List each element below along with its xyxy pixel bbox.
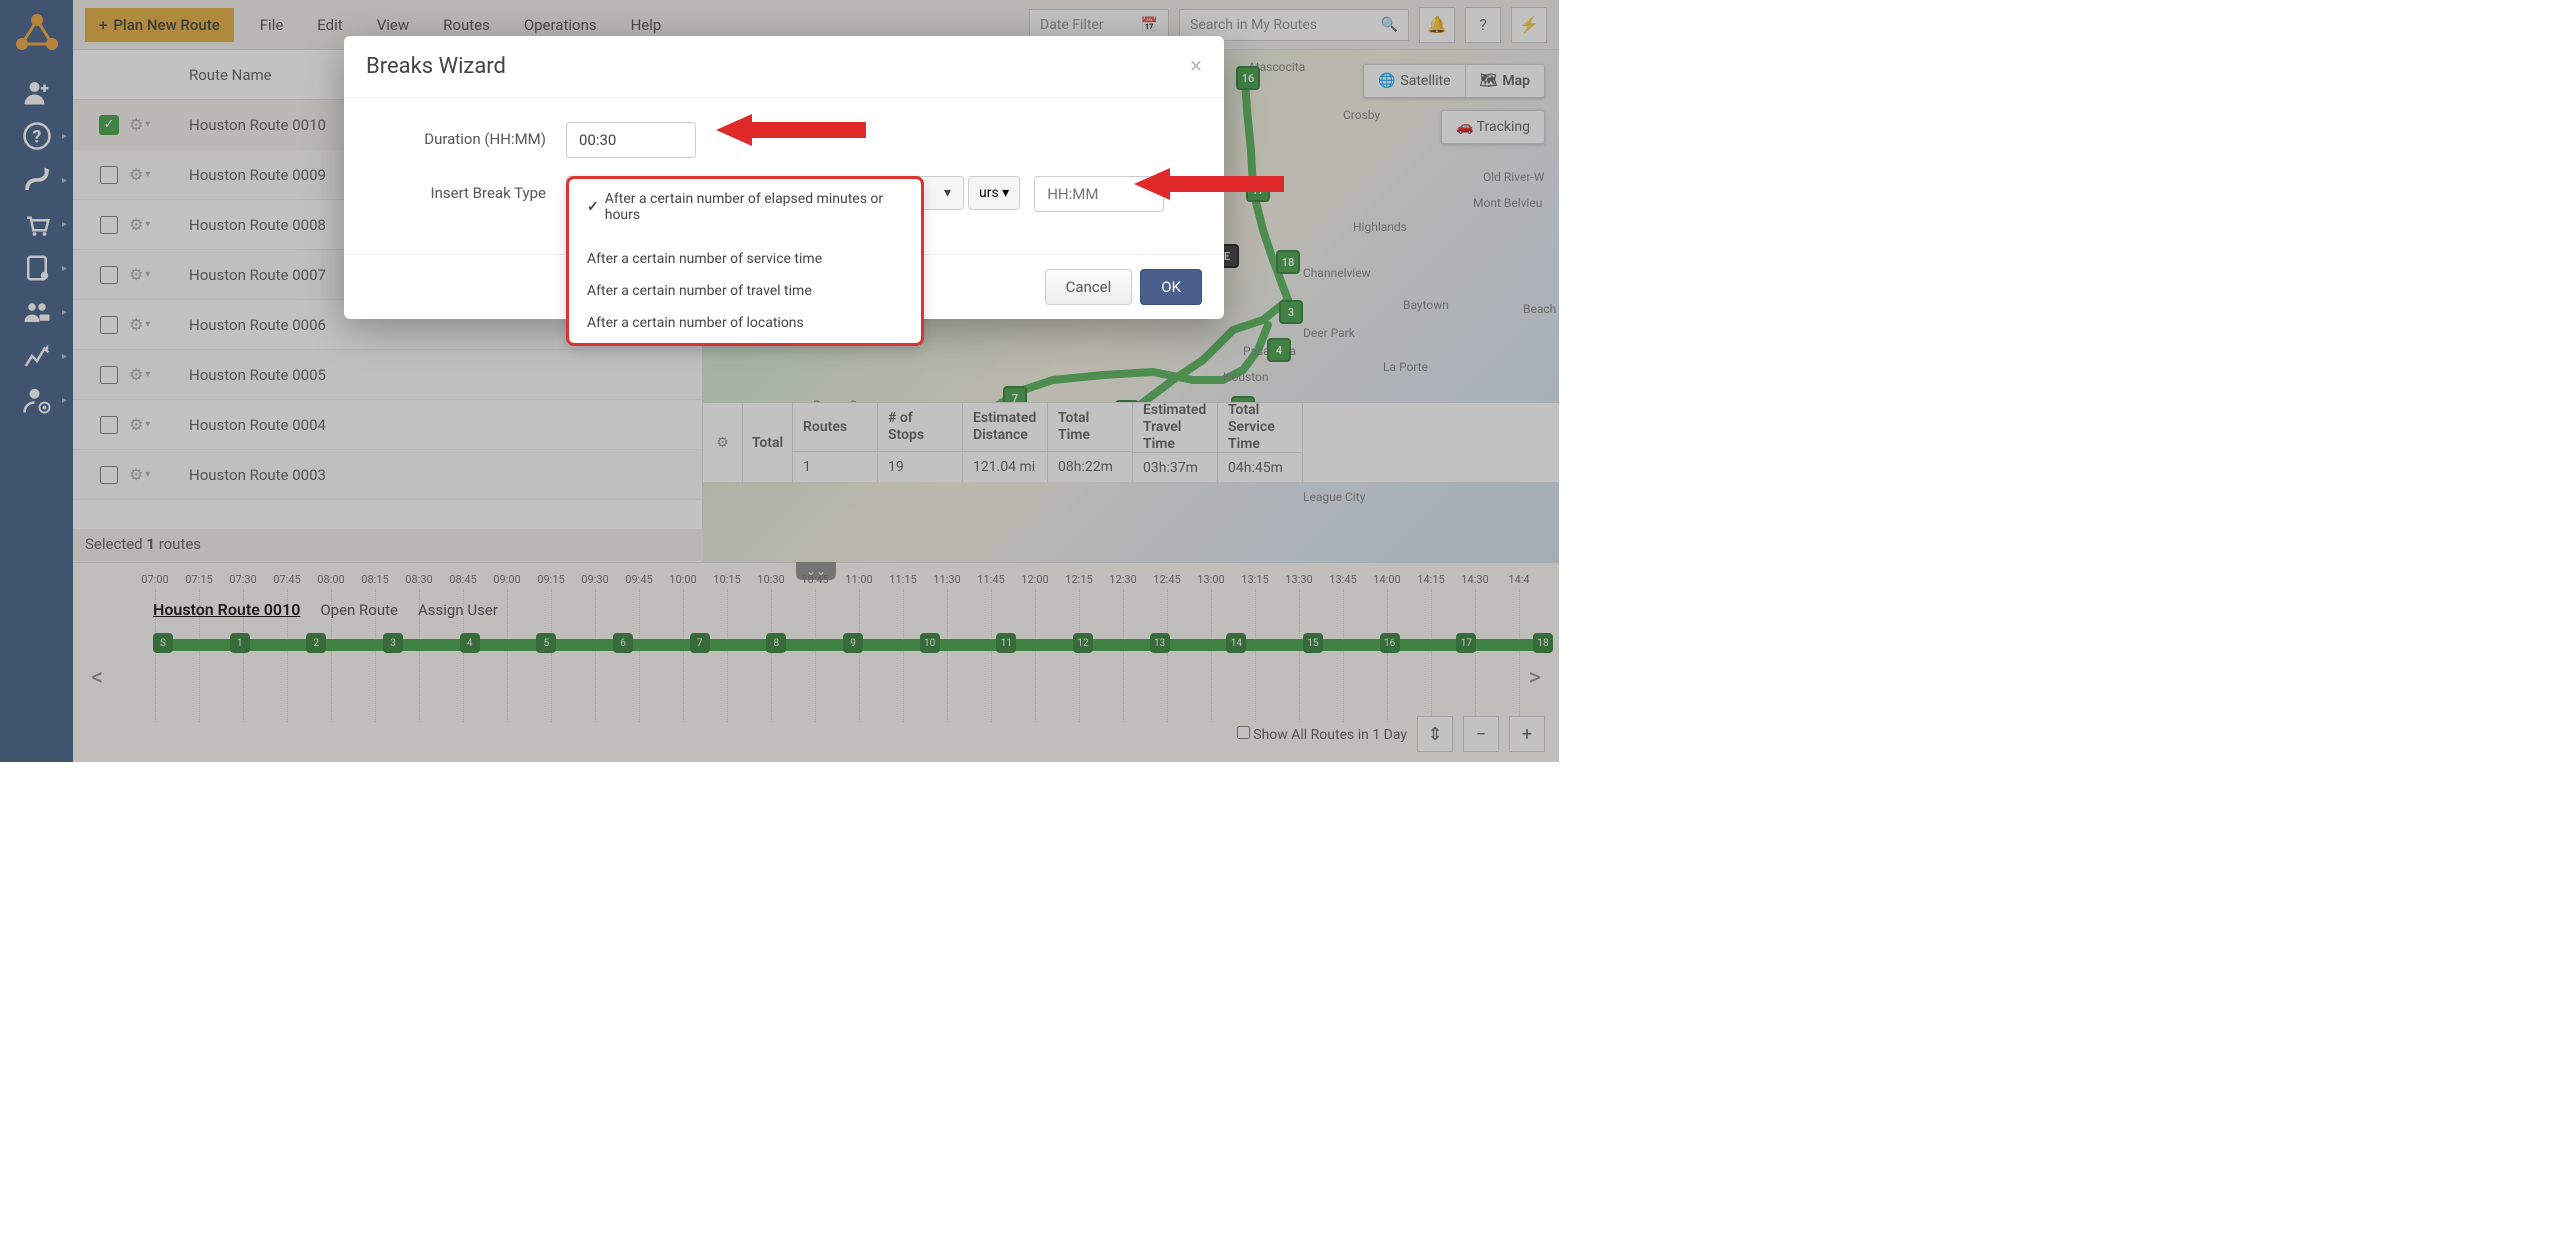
cancel-button[interactable]: Cancel: [1045, 269, 1133, 305]
modal-close-button[interactable]: ×: [1190, 54, 1202, 79]
duration-label: Duration (HH:MM): [366, 122, 566, 148]
break-type-label: Insert Break Type: [366, 176, 566, 202]
duration-input[interactable]: [566, 122, 696, 158]
dropdown-option[interactable]: After a certain number of elapsed minute…: [569, 183, 921, 231]
dropdown-option[interactable]: After a certain number of service time: [569, 243, 921, 275]
dropdown-option[interactable]: After a certain number of travel time: [569, 275, 921, 307]
breaks-wizard-modal: Breaks Wizard × Duration (HH:MM) Insert …: [344, 36, 1224, 319]
annotation-arrow-1: [716, 112, 866, 148]
modal-title: Breaks Wizard: [366, 54, 506, 79]
annotation-arrow-2: [1134, 166, 1284, 202]
hours-unit-button[interactable]: urs ▾: [968, 176, 1020, 210]
break-type-dropdown-menu: After a certain number of elapsed minute…: [566, 176, 924, 346]
ok-button[interactable]: OK: [1140, 269, 1202, 305]
dropdown-option[interactable]: After a certain number of locations: [569, 307, 921, 339]
